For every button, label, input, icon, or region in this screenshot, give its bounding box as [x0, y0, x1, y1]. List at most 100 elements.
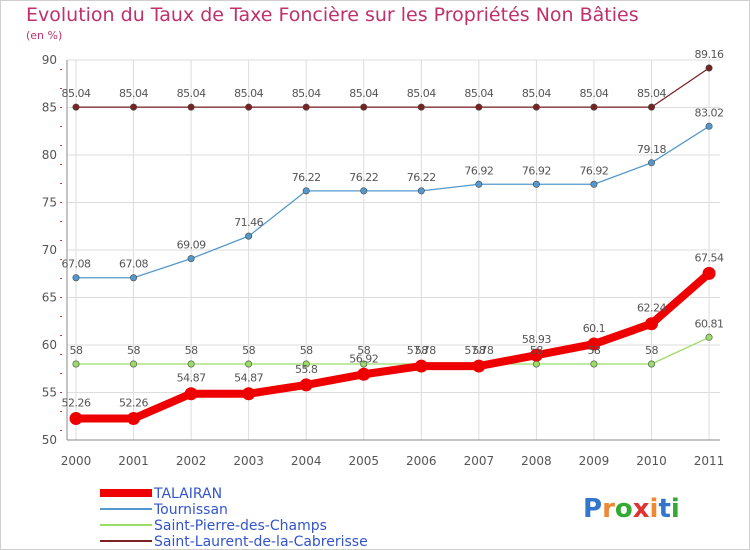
data-label: 67.08 [62, 258, 91, 271]
y-tick-label: 80 [42, 148, 57, 162]
data-label: 85.04 [292, 87, 321, 100]
proxiti-logo: Proxiti [583, 494, 680, 524]
x-tick-label: 2003 [233, 454, 264, 468]
data-label: 58 [530, 344, 543, 357]
data-label: 85.04 [407, 87, 436, 100]
data-point [245, 360, 253, 368]
data-point [705, 122, 713, 130]
data-point [532, 360, 540, 368]
data-point [360, 103, 368, 111]
data-label: 58 [70, 344, 83, 357]
data-point [357, 367, 371, 381]
data-point [127, 412, 141, 426]
legend-label: TALAIRAN [153, 486, 222, 502]
data-point [72, 103, 80, 111]
x-tick-label: 2000 [61, 454, 92, 468]
data-label: 76.92 [579, 164, 608, 177]
y-tick-label: 60 [42, 338, 57, 352]
data-label: 67.54 [695, 251, 724, 264]
data-label: 76.92 [522, 164, 551, 177]
data-label: 57.78 [464, 344, 493, 357]
y-tick-label: 90 [42, 53, 57, 67]
data-label: 57.78 [407, 344, 436, 357]
data-point [647, 103, 655, 111]
data-label: 85.04 [119, 87, 148, 100]
data-point [245, 103, 253, 111]
data-label: 55.8 [295, 363, 318, 376]
data-point [130, 103, 138, 111]
data-point [187, 103, 195, 111]
legend-label: Saint-Laurent-de-la-Cabrerisse [154, 534, 368, 550]
data-label: 85.04 [464, 87, 493, 100]
data-label: 69.09 [177, 239, 206, 252]
data-point [647, 159, 655, 167]
data-label: 85.04 [234, 87, 263, 100]
legend-label: Tournissan [153, 502, 228, 518]
data-point [475, 103, 483, 111]
data-label: 58 [357, 344, 370, 357]
data-point [590, 103, 598, 111]
data-point [705, 64, 713, 72]
data-label: 76.92 [464, 164, 493, 177]
data-point [472, 359, 486, 373]
data-label: 85.04 [579, 87, 608, 100]
data-label: 52.26 [119, 397, 148, 410]
data-label: 58 [300, 344, 313, 357]
data-label: 58 [587, 344, 600, 357]
data-label: 62.24 [637, 302, 666, 315]
x-tick-label: 2004 [291, 454, 322, 468]
data-label: 76.22 [292, 171, 321, 184]
x-tick-label: 2002 [176, 454, 207, 468]
data-label: 83.02 [695, 106, 724, 119]
data-label: 58 [472, 344, 485, 357]
data-label: 89.16 [695, 48, 724, 61]
y-tick-label: 75 [42, 196, 57, 210]
x-tick-label: 2005 [348, 454, 379, 468]
data-point [72, 274, 80, 282]
data-point [532, 103, 540, 111]
y-tick-label: 70 [42, 243, 57, 257]
data-point [302, 360, 310, 368]
data-label: 85.04 [522, 87, 551, 100]
data-point [360, 360, 368, 368]
data-point [417, 187, 425, 195]
y-tick-label: 55 [42, 386, 57, 400]
data-point [647, 360, 655, 368]
data-point [184, 387, 198, 401]
y-tick-label: 65 [42, 291, 57, 305]
data-point [475, 180, 483, 188]
x-tick-label: 2006 [406, 454, 437, 468]
data-label: 60.81 [695, 317, 724, 330]
x-tick-label: 2009 [579, 454, 610, 468]
data-point [72, 360, 80, 368]
data-label: 79.18 [637, 143, 666, 156]
data-point [590, 360, 598, 368]
data-point [645, 317, 658, 331]
data-label: 60.1 [583, 322, 606, 335]
series-line-0 [72, 269, 714, 423]
data-point [302, 187, 310, 195]
data-label: 85.04 [637, 87, 666, 100]
data-point [705, 333, 713, 341]
x-tick-label: 2010 [636, 454, 667, 468]
y-tick-label: 85 [42, 101, 57, 115]
data-label: 58.93 [522, 333, 551, 346]
data-label: 76.22 [349, 171, 378, 184]
data-point [529, 348, 543, 362]
data-label: 54.87 [234, 372, 263, 385]
data-label: 54.87 [177, 372, 206, 385]
y-axis-unit-label: (en %) [26, 29, 63, 42]
data-point [702, 266, 716, 280]
data-label: 58 [645, 344, 658, 357]
data-label: 85.04 [349, 87, 378, 100]
data-label: 67.08 [119, 258, 148, 271]
data-label: 52.26 [62, 397, 91, 410]
data-label: 85.04 [177, 87, 206, 100]
x-tick-label: 2011 [694, 454, 725, 468]
data-point [187, 360, 195, 368]
x-tick-label: 2007 [464, 454, 495, 468]
series-line-3 [75, 67, 710, 108]
x-tick-label: 2001 [118, 454, 149, 468]
data-point [242, 387, 256, 401]
